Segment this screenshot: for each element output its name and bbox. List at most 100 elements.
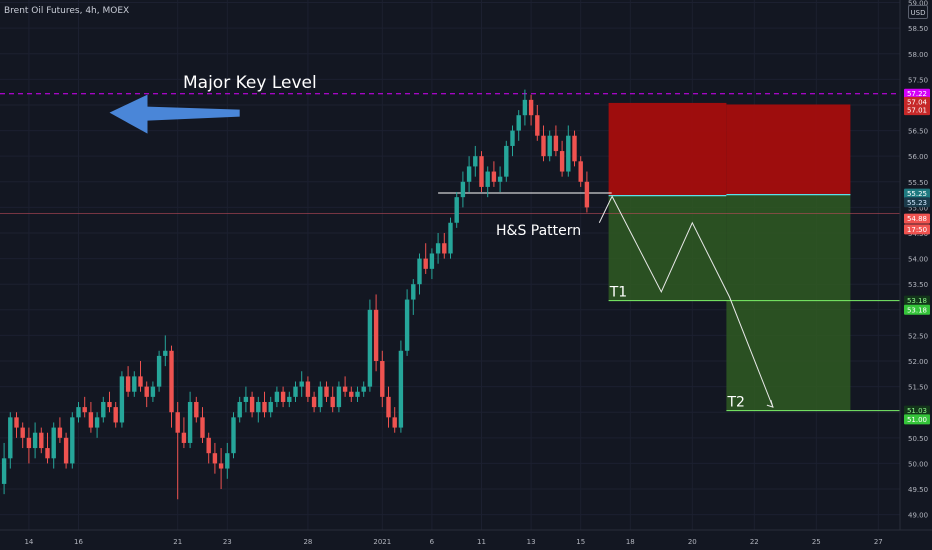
candle[interactable] xyxy=(218,463,224,469)
candle[interactable] xyxy=(144,386,149,397)
candle[interactable] xyxy=(479,156,484,187)
candle[interactable] xyxy=(528,99,534,116)
candle[interactable] xyxy=(125,376,131,392)
price-axis[interactable]: 49.00 49.50 50.00 50.50 51.00 51.50 52.00 52.50… xyxy=(908,0,928,520)
candle[interactable] xyxy=(411,284,416,300)
candle[interactable] xyxy=(541,135,546,157)
candle[interactable] xyxy=(113,407,118,423)
candle[interactable] xyxy=(522,99,528,116)
candle[interactable] xyxy=(256,401,261,413)
candle[interactable] xyxy=(156,355,162,387)
candle[interactable] xyxy=(429,253,435,269)
candle[interactable] xyxy=(45,448,50,459)
candle[interactable] xyxy=(237,401,242,418)
candle[interactable] xyxy=(485,171,490,187)
candle[interactable] xyxy=(82,407,87,413)
candle[interactable] xyxy=(181,432,187,443)
candle[interactable] xyxy=(225,453,230,469)
candle[interactable] xyxy=(150,386,156,397)
candle[interactable] xyxy=(200,417,205,438)
candle[interactable] xyxy=(504,145,509,177)
candle[interactable] xyxy=(138,376,143,387)
candle[interactable] xyxy=(442,243,447,254)
candle[interactable] xyxy=(584,181,590,208)
candle[interactable] xyxy=(101,401,106,418)
candle[interactable] xyxy=(63,437,69,464)
candle[interactable] xyxy=(404,299,410,351)
time-axis[interactable]: 14 16 21 23 28 2021 6 11 13 15 18 20 22 25 27 xyxy=(24,538,882,546)
candle[interactable] xyxy=(578,161,583,182)
candle[interactable] xyxy=(367,309,373,387)
candle[interactable] xyxy=(305,381,311,397)
candle[interactable] xyxy=(8,417,13,459)
candle[interactable] xyxy=(94,417,100,428)
candle[interactable] xyxy=(70,417,75,464)
candle[interactable] xyxy=(1,458,7,484)
candle[interactable] xyxy=(299,381,304,387)
candle[interactable] xyxy=(280,391,286,402)
candle[interactable] xyxy=(39,432,44,449)
candle[interactable] xyxy=(380,361,385,397)
candle[interactable] xyxy=(293,386,298,397)
candle[interactable] xyxy=(336,386,342,408)
candle[interactable] xyxy=(318,386,323,408)
candle[interactable] xyxy=(76,407,81,418)
candle[interactable] xyxy=(448,222,453,254)
candle[interactable] xyxy=(553,135,559,152)
candle[interactable] xyxy=(510,130,515,146)
candle[interactable] xyxy=(262,401,267,413)
candle[interactable] xyxy=(355,391,360,397)
candle[interactable] xyxy=(572,135,577,162)
candle[interactable] xyxy=(206,437,211,454)
candle[interactable] xyxy=(491,171,497,182)
candle[interactable] xyxy=(330,396,335,408)
candle[interactable] xyxy=(51,427,56,459)
candle[interactable] xyxy=(107,401,112,408)
candle[interactable] xyxy=(361,386,366,392)
candle[interactable] xyxy=(194,401,199,418)
candle[interactable] xyxy=(119,376,125,423)
candle[interactable] xyxy=(386,396,391,418)
candle[interactable] xyxy=(243,396,249,402)
candle[interactable] xyxy=(417,258,422,285)
candle[interactable] xyxy=(535,115,540,136)
candle[interactable] xyxy=(566,135,571,172)
candle[interactable] xyxy=(311,396,317,408)
candle[interactable] xyxy=(373,309,379,362)
candle[interactable] xyxy=(132,376,137,392)
candle[interactable] xyxy=(423,258,428,269)
candle[interactable] xyxy=(175,412,180,433)
candle[interactable] xyxy=(392,417,397,428)
candles[interactable] xyxy=(1,89,590,500)
candle[interactable] xyxy=(231,417,236,454)
candle[interactable] xyxy=(163,350,168,356)
candle[interactable] xyxy=(497,176,503,182)
candle[interactable] xyxy=(398,350,404,428)
candle[interactable] xyxy=(324,386,329,397)
candle[interactable] xyxy=(26,437,32,449)
candle[interactable] xyxy=(473,156,478,167)
candle[interactable] xyxy=(454,197,459,223)
candle[interactable] xyxy=(249,396,255,413)
candle[interactable] xyxy=(14,417,19,428)
candle[interactable] xyxy=(349,391,354,397)
candle[interactable] xyxy=(287,396,292,402)
candle[interactable] xyxy=(342,386,348,392)
currency-button[interactable]: USD xyxy=(908,5,928,19)
candle[interactable] xyxy=(268,401,273,413)
candle[interactable] xyxy=(187,401,193,443)
candle[interactable] xyxy=(466,166,472,182)
candle[interactable] xyxy=(547,135,552,157)
candle[interactable] xyxy=(559,151,565,172)
candle[interactable] xyxy=(274,391,280,402)
symbol-title[interactable]: Brent Oil Futures, 4h, MOEX xyxy=(4,6,130,16)
candle[interactable] xyxy=(516,115,521,131)
candle[interactable] xyxy=(20,427,25,438)
candle[interactable] xyxy=(460,181,466,198)
candle[interactable] xyxy=(212,453,218,464)
candle[interactable] xyxy=(88,412,94,428)
candle[interactable] xyxy=(57,427,63,438)
candle[interactable] xyxy=(32,432,38,449)
candle[interactable] xyxy=(435,243,441,254)
